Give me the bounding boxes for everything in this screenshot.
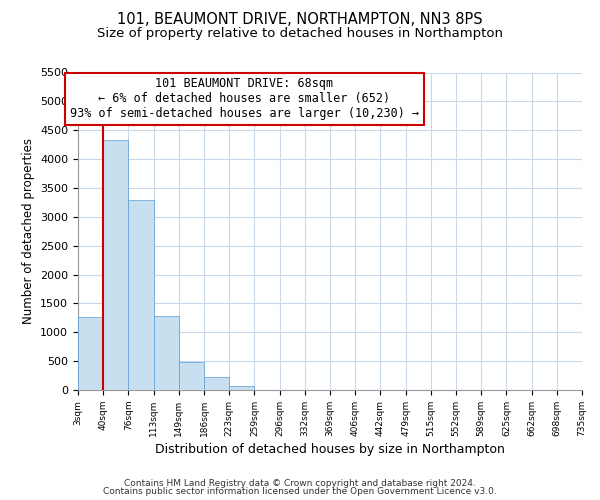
- Text: Contains HM Land Registry data © Crown copyright and database right 2024.: Contains HM Land Registry data © Crown c…: [124, 478, 476, 488]
- Bar: [128, 200, 154, 390]
- Text: 101, BEAUMONT DRIVE, NORTHAMPTON, NN3 8PS: 101, BEAUMONT DRIVE, NORTHAMPTON, NN3 8P…: [117, 12, 483, 28]
- Text: 101 BEAUMONT DRIVE: 68sqm
← 6% of detached houses are smaller (652)
93% of semi-: 101 BEAUMONT DRIVE: 68sqm ← 6% of detach…: [70, 78, 419, 120]
- Text: Size of property relative to detached houses in Northampton: Size of property relative to detached ho…: [97, 28, 503, 40]
- Bar: [179, 362, 204, 390]
- Bar: [154, 316, 179, 390]
- Y-axis label: Number of detached properties: Number of detached properties: [22, 138, 35, 324]
- X-axis label: Distribution of detached houses by size in Northampton: Distribution of detached houses by size …: [155, 443, 505, 456]
- Text: Contains public sector information licensed under the Open Government Licence v3: Contains public sector information licen…: [103, 487, 497, 496]
- Bar: [204, 376, 229, 390]
- Bar: [78, 316, 103, 390]
- Bar: [229, 386, 254, 390]
- Bar: [103, 140, 128, 390]
